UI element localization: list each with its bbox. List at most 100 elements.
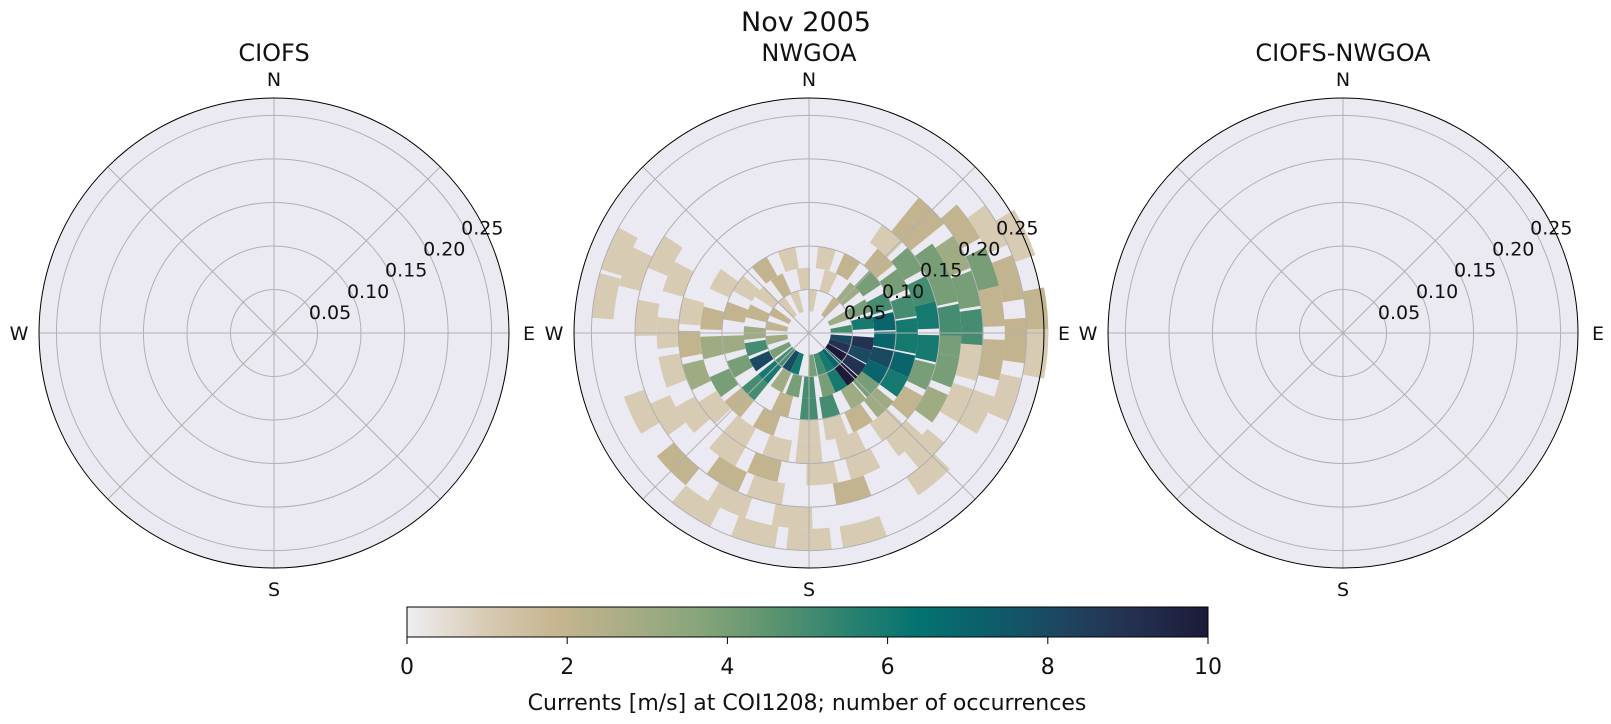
- radial-tick-label: 0.20: [958, 239, 1000, 261]
- polar-frame: [573, 97, 1045, 569]
- histogram-bin: [744, 339, 769, 357]
- figure-suptitle: Nov 2005: [741, 7, 871, 38]
- polar-panel-ciofs-nwgoa: CIOFS-NWGOA 0.050.100.150.200.25 N E S W: [1079, 39, 1604, 601]
- histogram-bin: [841, 354, 867, 376]
- histogram-bin: [634, 299, 660, 337]
- histogram-bin: [885, 420, 923, 457]
- histogram-bin: [935, 235, 971, 276]
- histogram-bin: [706, 456, 748, 493]
- histogram-bins: [591, 197, 1049, 551]
- histogram-bin: [835, 253, 861, 281]
- radial-tick-label: 0.20: [423, 239, 465, 261]
- histogram-bin: [915, 334, 940, 363]
- colorbar-tick-label: 10: [1194, 655, 1222, 680]
- histogram-bin: [888, 351, 916, 378]
- direction-label: E: [1592, 323, 1604, 345]
- histogram-bin: [672, 485, 721, 527]
- histogram-bin: [834, 362, 858, 386]
- histogram-bin: [732, 275, 760, 302]
- histogram-bin: [709, 269, 739, 298]
- direction-label: S: [268, 579, 280, 601]
- colorbar-label: Currents [m/s] at COI1208; number of occ…: [528, 691, 1087, 716]
- histogram-bin: [828, 338, 851, 354]
- histogram-bin: [762, 434, 792, 462]
- histogram-bin: [789, 290, 804, 314]
- histogram-bin: [850, 315, 875, 330]
- histogram-bin: [928, 271, 958, 306]
- histogram-bin: [866, 292, 893, 316]
- histogram-bin: [678, 297, 705, 326]
- histogram-bin: [827, 310, 851, 326]
- histogram-bin: [895, 317, 918, 341]
- histogram-bin: [955, 343, 983, 381]
- direction-label: E: [523, 323, 535, 345]
- direction-label: N: [267, 69, 281, 91]
- histogram-bin: [826, 368, 848, 393]
- direction-label: N: [1336, 69, 1350, 91]
- histogram-bin: [840, 382, 867, 410]
- histogram-bin: [746, 475, 786, 505]
- direction-label: W: [545, 323, 564, 345]
- histogram-bin: [698, 390, 731, 424]
- radial-tick-label: 0.25: [1530, 218, 1572, 240]
- panel-title: NWGOA: [761, 39, 857, 67]
- direction-label: N: [802, 69, 816, 91]
- angular-gridline: [808, 166, 976, 334]
- colorbar-tick-label: 8: [1041, 655, 1055, 680]
- histogram-bin: [723, 415, 757, 448]
- histogram-bin: [891, 247, 924, 281]
- histogram-bin: [675, 396, 711, 433]
- histogram-bin: [700, 336, 725, 360]
- histogram-bin: [678, 330, 703, 358]
- histogram-bin: [959, 308, 984, 346]
- radial-tick-label: 0.10: [882, 281, 924, 303]
- histogram-bin: [709, 368, 739, 397]
- histogram-bin: [777, 247, 799, 273]
- histogram-bin: [873, 331, 897, 350]
- angular-gridline: [808, 332, 976, 500]
- histogram-bin: [819, 393, 841, 419]
- histogram-bin: [700, 306, 725, 330]
- histogram-bin: [723, 301, 749, 323]
- direction-label: E: [1058, 323, 1070, 345]
- histogram-bin: [769, 341, 792, 359]
- histogram-bin: [765, 334, 789, 345]
- histogram-bin: [751, 256, 778, 284]
- colorbar-tick-label: 6: [881, 655, 895, 680]
- histogram-bin: [906, 453, 950, 496]
- colorbar-tick-label: 4: [720, 655, 734, 680]
- histogram-bin: [852, 371, 880, 398]
- histogram-bin: [815, 246, 836, 271]
- histogram-bin: [869, 224, 903, 258]
- histogram-bin: [890, 294, 917, 320]
- histogram-bin: [623, 389, 660, 434]
- histogram-bin: [861, 359, 889, 385]
- histogram-bin: [649, 394, 686, 436]
- radial-tick-label: 0.10: [347, 281, 389, 303]
- histogram-bin: [782, 350, 800, 373]
- histogram-bin: [846, 299, 871, 319]
- histogram-bin: [958, 389, 995, 434]
- radial-tick-label: 0.15: [385, 260, 427, 282]
- histogram-bin: [937, 303, 962, 336]
- histogram-bin: [914, 243, 949, 280]
- radial-tick-label: 0.10: [1416, 281, 1458, 303]
- histogram-bin: [891, 385, 924, 419]
- angular-gridline: [1342, 332, 1510, 500]
- histogram-bin: [1002, 317, 1027, 364]
- histogram-bin: [808, 354, 818, 377]
- radial-tick-label: 0.25: [461, 218, 503, 240]
- histogram-bin: [868, 346, 895, 369]
- histogram-bin: [914, 386, 949, 423]
- histogram-bin: [747, 452, 782, 482]
- histogram-bin: [745, 304, 770, 323]
- histogram-bin: [819, 269, 838, 294]
- radial-tick-label: 0.05: [1378, 302, 1420, 324]
- histogram-bin: [951, 270, 981, 310]
- histogram-bin: [829, 334, 853, 345]
- histogram-bin: [939, 382, 974, 423]
- histogram-bin: [822, 414, 848, 441]
- colorbar-tick-label: 2: [560, 655, 574, 680]
- polar-panel-ciofs: CIOFS 0.050.100.150.200.25 N E S W: [10, 39, 535, 601]
